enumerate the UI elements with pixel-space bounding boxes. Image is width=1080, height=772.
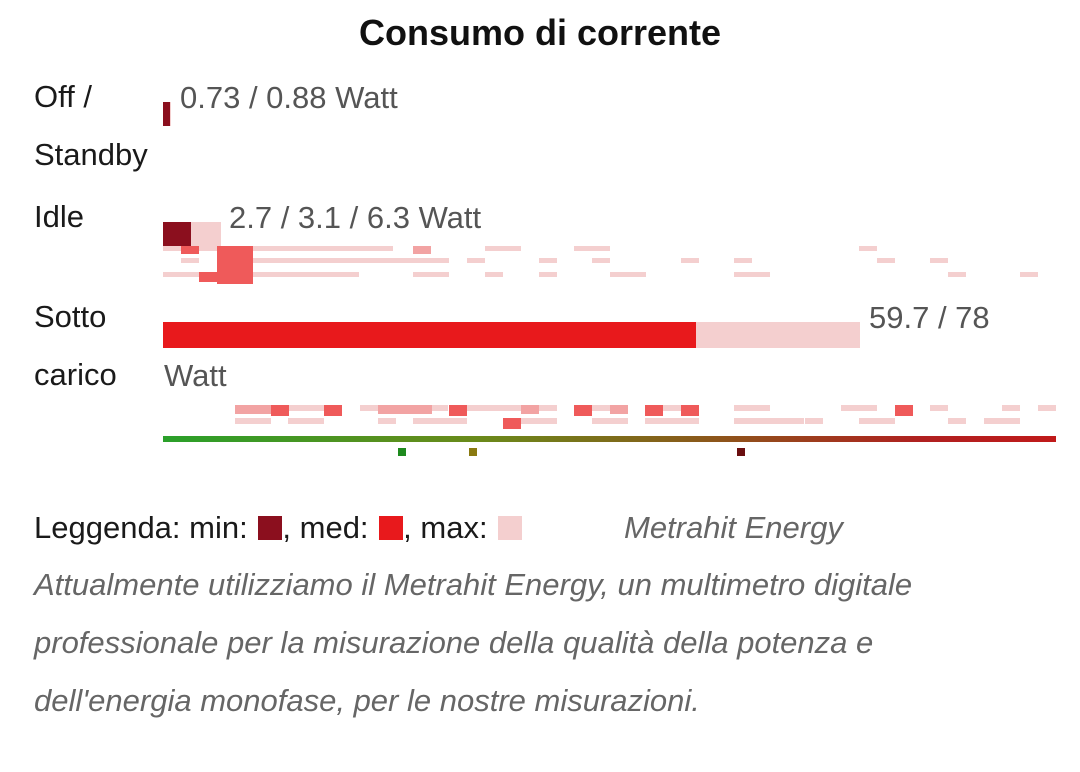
- scale-marker-darkred: [737, 448, 745, 456]
- row-label-load-line2: carico: [34, 357, 117, 392]
- idle-compare-strip: [181, 258, 199, 263]
- scale-marker-olive: [469, 448, 477, 456]
- legend-sep-1: ,: [282, 510, 291, 545]
- load-compare-strip: [378, 405, 432, 414]
- idle-compare-strip: [253, 272, 359, 277]
- scale-gradient-line: [163, 436, 1056, 442]
- idle-compare-strip: [539, 272, 557, 277]
- idle-compare-strip: [253, 258, 413, 263]
- load-compare-strip: [324, 405, 342, 416]
- idle-compare-strip: [948, 272, 966, 277]
- load-compare-strip: [467, 405, 503, 411]
- legend: Leggenda: min: , med: , max:: [34, 510, 523, 546]
- load-compare-strip: [449, 405, 467, 416]
- source-label: Metrahit Energy: [624, 510, 843, 545]
- legend-min-label: min:: [189, 510, 248, 545]
- load-compare-strip: [734, 405, 770, 411]
- legend-max-swatch: [498, 516, 523, 540]
- legend-med-swatch: [379, 516, 404, 540]
- legend-med-label: med:: [299, 510, 369, 545]
- value-label-load-unit: Watt: [164, 358, 227, 393]
- note-line-2: professionale per la misurazione della q…: [34, 625, 874, 660]
- load-compare-strip: [930, 405, 948, 411]
- chart-title: Consumo di corrente: [358, 12, 722, 53]
- idle-compare-strip: [610, 272, 646, 277]
- idle-compare-strip: [199, 272, 217, 282]
- idle-compare-strip: [485, 246, 521, 251]
- load-compare-strip: [378, 418, 396, 424]
- load-compare-strip: [734, 418, 804, 424]
- bar-idle-min: [163, 222, 188, 246]
- legend-prefix: Leggenda:: [34, 510, 181, 545]
- idle-compare-strip: [539, 258, 557, 263]
- load-compare-strip: [841, 405, 877, 411]
- legend-min-swatch: [258, 516, 283, 540]
- load-compare-strip: [645, 418, 699, 424]
- load-compare-strip: [610, 405, 628, 414]
- scale-marker-green: [398, 448, 406, 456]
- bar-load-med: [163, 322, 697, 348]
- idle-compare-strip: [217, 246, 253, 284]
- idle-compare-strip: [163, 246, 393, 251]
- idle-compare-strip: [485, 272, 503, 277]
- idle-compare-strip: [734, 258, 752, 263]
- load-compare-strip: [503, 418, 521, 429]
- idle-compare-strip: [681, 258, 699, 263]
- load-compare-strip: [663, 405, 681, 411]
- value-label-standby: 0.73 / 0.88 Watt: [180, 80, 398, 115]
- load-compare-strip: [948, 418, 966, 424]
- description-note: Attualmente utilizziamo il Metrahit Ener…: [34, 556, 1054, 730]
- load-compare-strip: [271, 405, 289, 416]
- load-compare-strip: [574, 405, 592, 416]
- idle-compare-strip: [181, 246, 199, 254]
- bar-standby-min: [163, 102, 170, 126]
- legend-sep-2: ,: [403, 510, 412, 545]
- note-line-3: dell'energia monofase, per le nostre mis…: [34, 683, 700, 718]
- idle-compare-strip: [859, 246, 877, 251]
- legend-max-label: max:: [420, 510, 488, 545]
- idle-compare-strip: [413, 258, 449, 263]
- load-compare-strip: [521, 418, 557, 424]
- load-compare-strip: [539, 405, 557, 411]
- load-compare-strip: [681, 405, 699, 416]
- load-compare-strip: [984, 418, 1020, 424]
- load-compare-strip: [360, 405, 378, 411]
- idle-compare-strip: [592, 258, 610, 263]
- load-compare-strip: [859, 418, 895, 424]
- row-label-standby-line1: Off /: [34, 79, 93, 114]
- idle-compare-strip: [360, 258, 396, 263]
- load-compare-strip: [805, 418, 823, 424]
- load-compare-strip: [1002, 405, 1020, 411]
- load-compare-strip: [288, 418, 324, 424]
- load-compare-strip: [235, 405, 271, 414]
- load-compare-strip: [1038, 405, 1056, 411]
- row-label-load-line1: Sotto: [34, 299, 107, 334]
- load-compare-strip: [592, 418, 628, 424]
- idle-compare-strip: [1020, 272, 1038, 277]
- row-label-standby-line2: Standby: [34, 137, 148, 172]
- value-label-load: 59.7 / 78: [869, 300, 990, 335]
- idle-compare-strip: [734, 272, 770, 277]
- load-compare-strip: [895, 405, 913, 416]
- idle-compare-strip: [930, 258, 948, 263]
- load-compare-strip: [288, 405, 324, 411]
- idle-compare-strip: [413, 246, 431, 254]
- load-compare-strip: [503, 405, 521, 411]
- note-line-1: Attualmente utilizziamo il Metrahit Ener…: [34, 567, 913, 602]
- idle-compare-strip: [467, 258, 485, 263]
- idle-compare-strip: [413, 272, 449, 277]
- load-compare-strip: [413, 418, 467, 424]
- load-compare-strip: [235, 418, 271, 424]
- load-compare-strip: [645, 405, 663, 416]
- idle-compare-strip: [574, 246, 610, 251]
- idle-compare-strip: [877, 258, 895, 263]
- load-compare-strip: [521, 405, 539, 414]
- row-label-idle: Idle: [34, 199, 84, 234]
- value-label-idle: 2.7 / 3.1 / 6.3 Watt: [229, 200, 482, 235]
